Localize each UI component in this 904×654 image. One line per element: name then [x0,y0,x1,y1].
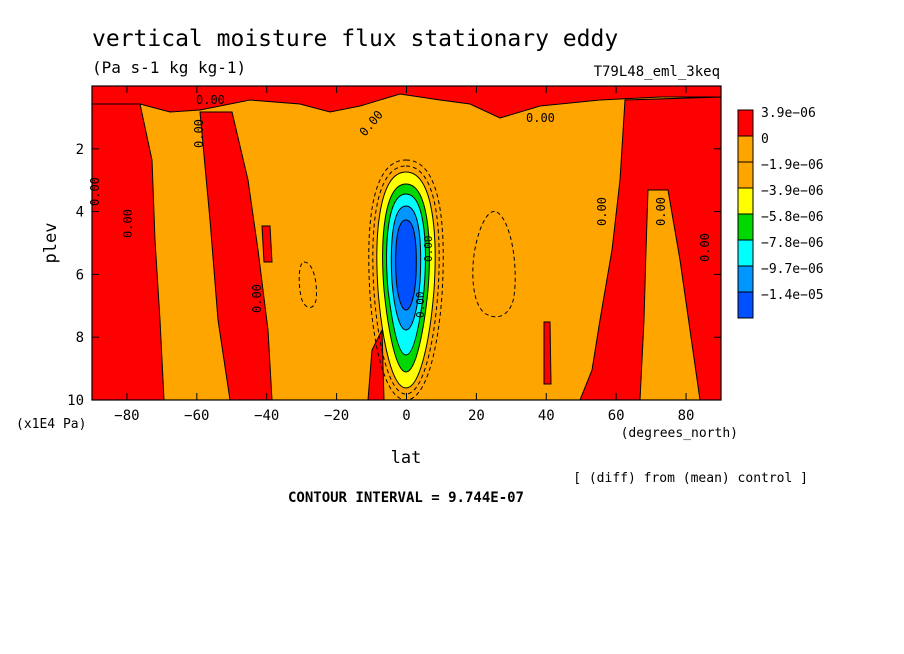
positive-region-top-band [92,86,721,119]
contour-label: 0.00 [654,197,668,226]
contour-label: 0.00 [526,111,555,125]
contour-label: 0.00 [595,197,609,226]
contour-label: 0.00 [414,292,427,319]
positive-region-small-east [543,321,552,385]
x-tick-label: 40 [538,408,555,424]
diff-note: [ (diff) from (mean) control ] [573,471,808,486]
contour-label: 0.00 [698,233,712,262]
x-tick-label: 80 [678,408,695,424]
legend-label: 0 [761,132,769,147]
legend-swatch [737,213,754,241]
positive-region-west [199,111,273,400]
legend-label: −9.7e−06 [761,262,824,277]
contour-label: 0.00 [88,177,102,206]
x-tick-label: 0 [402,408,410,424]
legend-label: −1.9e−06 [761,158,824,173]
orange-bay-right [639,189,701,400]
y-axis-label: plev [41,223,61,264]
y-tick-label: 4 [76,205,84,221]
contour-label: 0.00 [250,284,264,313]
legend-swatch [737,135,754,163]
y-axis-units: (x1E4 Pa) [16,417,86,432]
contour-label: 0.00 [192,119,206,148]
x-tick-label: −40 [254,408,279,424]
contour-labels: 0.00 0.00 0.00 0.00 0.00 0.00 0.00 0.00 … [88,93,712,318]
y-tick-label: 10 [67,393,84,409]
dashed-contour-east-loop [472,210,516,318]
legend-label: −1.4e−05 [761,288,824,303]
legend-label: −7.8e−06 [761,236,824,251]
positive-region-small-west [261,225,273,263]
legend-label: 3.9e−06 [761,106,816,121]
legend-swatch [737,109,754,137]
legend-label: −3.9e−06 [761,184,824,199]
x-axis: −80 −60 −40 −20 0 20 40 60 80 [114,86,694,424]
contour-label: 0.00 [422,236,435,263]
negative-core-darkblue [395,219,417,311]
legend-swatch [737,265,754,293]
x-tick-label: −60 [184,408,209,424]
positive-region-equator-bottom [367,329,385,400]
legend-swatch [737,187,754,215]
colorbar-legend: 3.9e−06 0 −1.9e−06 −3.9e−06 −5.8e−06 −7.8e−06… [737,106,824,319]
x-tick-label: 60 [608,408,625,424]
x-tick-label: −20 [324,408,349,424]
x-axis-label: lat [391,448,422,468]
x-axis-units: (degrees_north) [621,426,738,441]
contour-label: 0.00 [121,209,135,238]
contour-field [92,86,721,400]
legend-swatch [737,239,754,267]
legend-swatch [737,291,754,319]
contour-label: 0.00 [196,93,225,107]
legend-label: −5.8e−06 [761,210,824,225]
y-tick-label: 6 [76,267,84,283]
contour-interval: CONTOUR INTERVAL = 9.744E-07 [288,490,524,506]
y-tick-label: 2 [76,142,84,158]
chart-subtitle: (Pa s-1 kg kg-1) [92,58,246,77]
legend-swatch [737,161,754,189]
run-label: T79L48_eml_3keq [594,64,720,80]
y-axis: 2 4 6 8 10 [67,142,721,409]
x-tick-label: −80 [114,408,139,424]
chart-title: vertical moisture flux stationary eddy [92,26,618,52]
positive-region-left [92,103,165,400]
x-tick-label: 20 [468,408,485,424]
y-tick-label: 8 [76,330,84,346]
